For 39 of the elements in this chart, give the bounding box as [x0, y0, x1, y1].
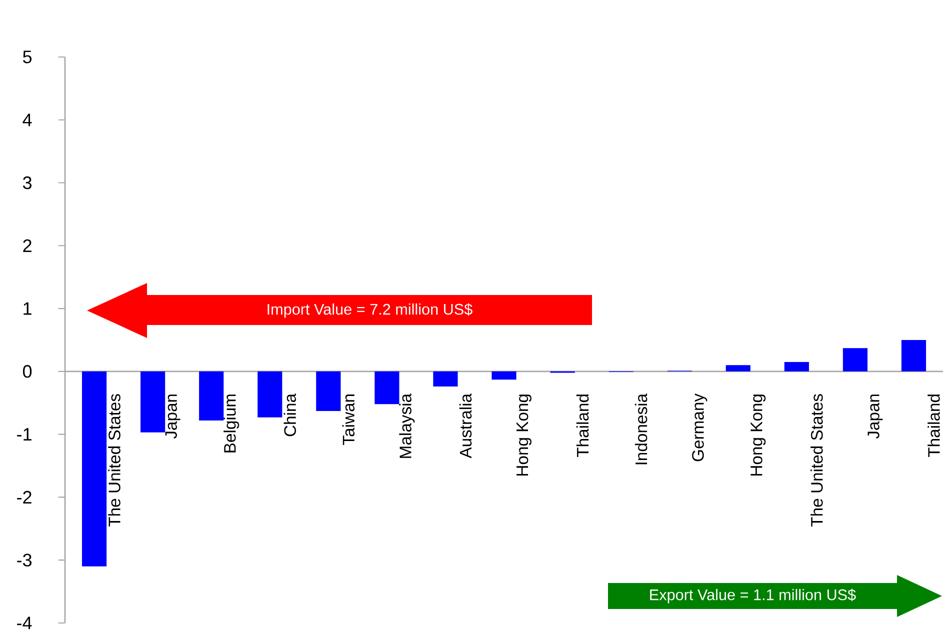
- x-tick-label: Hong Kong: [750, 394, 766, 476]
- y-tick-label: 1: [24, 302, 32, 315]
- x-tick-label: The United States: [810, 394, 823, 527]
- x-tick-label: Taiwan: [342, 394, 355, 445]
- bar: [258, 371, 282, 418]
- x-tick-label: China: [284, 393, 296, 436]
- bar: [842, 348, 868, 372]
- x-tick-label: Thailand: [576, 394, 589, 458]
- y-tick-label: -4: [17, 616, 32, 630]
- bar: [140, 371, 166, 432]
- annotation: Export Value = 1.1 million US$: [650, 588, 856, 604]
- y-tick-label: -1: [17, 428, 32, 441]
- x-tick-label: Belgium: [224, 394, 240, 452]
- y-tick-label: 5: [22, 50, 32, 64]
- y-tick-label: -2: [17, 490, 32, 504]
- x-tick-label: Hong Kong: [516, 394, 532, 476]
- bar: [901, 340, 926, 372]
- x-tick-label: The United States: [108, 394, 120, 527]
- x-tick-label: Japan: [165, 394, 180, 439]
- x-tick-label: Germany: [692, 394, 708, 462]
- bar: [199, 371, 224, 420]
- y-tick-label: -3: [17, 554, 32, 566]
- y-tick-label: 3: [22, 176, 32, 190]
- x-tick-label: Australia: [459, 393, 472, 458]
- bar: [433, 371, 458, 387]
- x-tick-label: Thailand: [928, 394, 940, 458]
- x-tick-label: Japan: [868, 394, 883, 439]
- bar: [784, 362, 809, 372]
- annotation: Import Value = 7.2 million US$: [268, 303, 472, 318]
- bar: [492, 371, 516, 380]
- bar: [82, 371, 107, 566]
- bar: [374, 371, 400, 404]
- y-tick-label: 2: [23, 239, 32, 252]
- y-tick-label: 0: [22, 365, 32, 378]
- x-tick-label: Indonesia: [634, 393, 648, 464]
- bar: [726, 365, 750, 372]
- x-tick-label: Malaysia: [399, 393, 415, 458]
- y-tick-label: 4: [22, 114, 32, 126]
- bar: [316, 371, 341, 412]
